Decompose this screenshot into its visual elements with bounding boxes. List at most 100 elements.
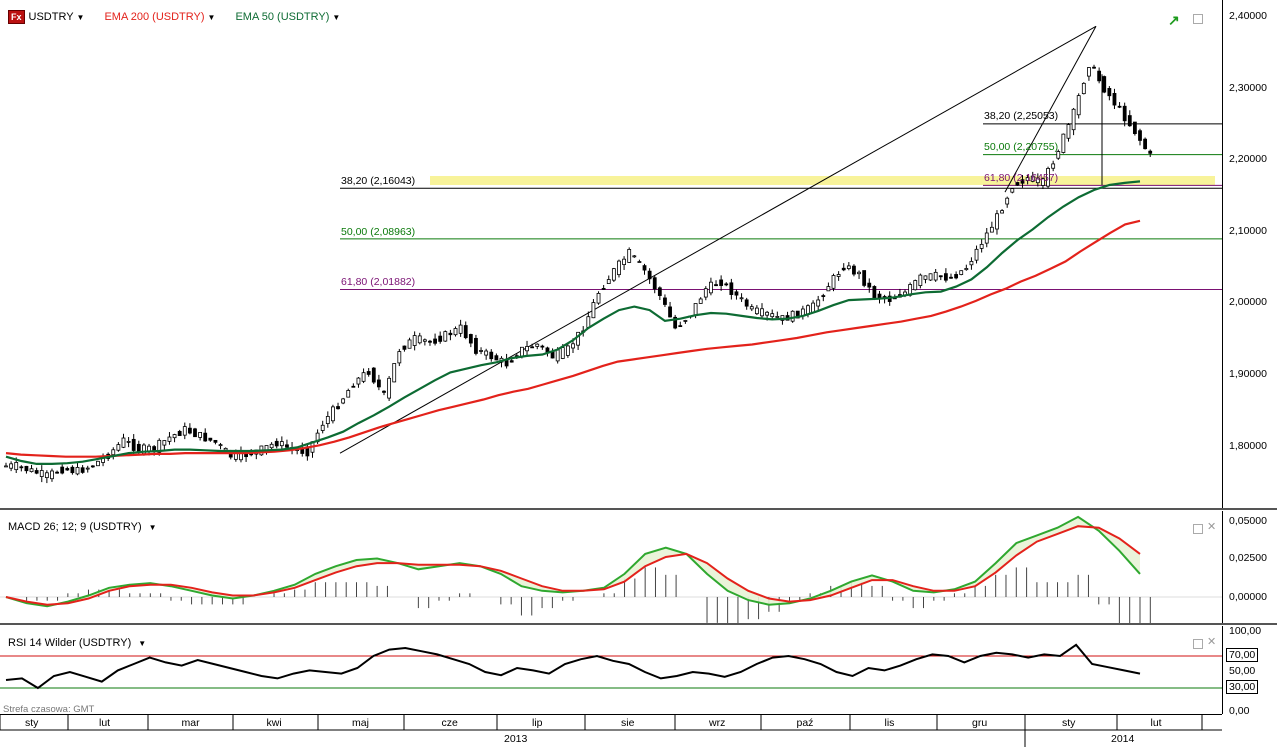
month-label: paź <box>796 717 814 729</box>
candle-body <box>943 273 948 281</box>
candle-body <box>198 432 203 438</box>
candle-body <box>269 443 274 449</box>
candle-body <box>938 275 943 278</box>
pane-separator[interactable] <box>0 508 1277 510</box>
price-axis[interactable] <box>1222 0 1277 508</box>
candle-body <box>540 345 545 348</box>
maximize-icon[interactable] <box>1193 524 1203 534</box>
candle-body <box>1127 115 1132 127</box>
candle-body <box>509 360 514 363</box>
candle-body <box>729 282 734 295</box>
maximize-icon[interactable] <box>1193 14 1203 24</box>
candle-body <box>1102 76 1107 93</box>
candle-body <box>1015 182 1020 186</box>
candle-body <box>663 297 667 305</box>
candle-body <box>331 406 335 422</box>
pane-separator[interactable] <box>0 623 1277 625</box>
macd-axis[interactable] <box>1222 511 1277 623</box>
rsi-title[interactable]: RSI 14 Wilder (USDTRY) ▼ <box>8 637 147 649</box>
trend-line-long <box>339 25 1097 454</box>
candle-body <box>673 316 678 329</box>
candle-body <box>172 434 177 439</box>
rsi-chart <box>0 643 1222 690</box>
candle-body <box>637 261 642 263</box>
chevron-down-icon: ▼ <box>207 13 216 22</box>
candle-body <box>458 324 463 334</box>
candle-body <box>668 306 672 318</box>
fib-label-big-382: 38,20 (2,16043) <box>341 175 416 187</box>
time-axis[interactable] <box>0 714 1222 748</box>
candle-body <box>218 444 223 447</box>
chevron-down-icon: ▼ <box>148 522 157 532</box>
candle-body <box>754 307 759 315</box>
close-icon[interactable]: ✕ <box>1207 636 1217 648</box>
candle-body <box>872 286 877 299</box>
candle-body <box>356 377 361 385</box>
candle-body <box>862 270 867 286</box>
candle-body <box>657 287 662 296</box>
macd-title[interactable]: MACD 26; 12; 9 (USDTRY) ▼ <box>8 521 157 533</box>
candle-body <box>366 371 371 375</box>
chevron-down-icon: ▼ <box>138 638 147 648</box>
candle-body <box>606 279 611 284</box>
macd-pane[interactable] <box>0 511 1222 623</box>
month-label: gru <box>972 717 988 729</box>
candle-body <box>611 268 616 281</box>
price-tick: 1,90000 <box>1229 368 1267 380</box>
rsi-pane[interactable] <box>0 626 1222 714</box>
candle-body <box>601 288 606 290</box>
candle-body <box>29 468 34 473</box>
candle-body <box>1107 88 1112 97</box>
ema50-selector[interactable]: EMA 50 (USDTRY) ▼ <box>235 11 341 23</box>
candle-body <box>846 265 851 270</box>
candle-body <box>1148 150 1153 154</box>
trend-icon[interactable]: ↗ <box>1168 12 1180 28</box>
rsi-line <box>5 643 1141 690</box>
candle-body <box>177 430 182 436</box>
candle-body <box>555 349 560 362</box>
candle-body <box>1041 178 1045 186</box>
symbol-selector[interactable]: USDTRY ▼ <box>28 11 85 23</box>
candle-body <box>438 335 443 342</box>
candle-body <box>274 440 279 447</box>
price-tick: 1,80000 <box>1229 440 1267 452</box>
candle-body <box>698 298 703 304</box>
candle-body <box>739 297 744 300</box>
candle-body <box>468 334 473 344</box>
candle-body <box>187 427 192 434</box>
candle-body <box>96 460 100 467</box>
month-label: lut <box>1150 717 1162 729</box>
month-label: wrz <box>709 717 726 729</box>
candle-body <box>1132 121 1137 134</box>
candle-body <box>193 428 197 438</box>
year-label: 2014 <box>1111 733 1135 745</box>
candle-body <box>770 313 775 318</box>
close-icon[interactable]: ✕ <box>1207 521 1217 533</box>
candle-body <box>428 340 432 343</box>
price-chart[interactable] <box>0 0 1222 508</box>
candle-body <box>50 470 54 480</box>
maximize-icon[interactable] <box>1193 639 1203 649</box>
candle-body <box>371 367 376 383</box>
candle-body <box>841 267 846 271</box>
candle-body <box>351 385 356 388</box>
candle-body <box>816 299 821 307</box>
rsi-tick: 70,00 <box>1226 648 1259 662</box>
candle-body <box>19 466 24 469</box>
candle-body <box>1081 82 1086 95</box>
candle-body <box>995 213 999 230</box>
rsi-tick: 50,00 <box>1229 665 1256 677</box>
candle-body <box>1030 175 1035 182</box>
candle-body <box>223 447 228 451</box>
rsi-tick: 0,00 <box>1229 705 1250 717</box>
fx-logo-icon: Fx <box>8 10 25 24</box>
candle-body <box>734 291 739 296</box>
price-pane[interactable] <box>0 0 1222 508</box>
rsi-axis[interactable] <box>1222 626 1277 714</box>
candle-body <box>683 320 688 322</box>
candle-body <box>744 299 749 307</box>
candle-body <box>397 351 402 364</box>
ema200-selector[interactable]: EMA 200 (USDTRY) ▼ <box>104 11 216 23</box>
candle-body <box>760 308 764 317</box>
candle-body <box>346 390 351 398</box>
